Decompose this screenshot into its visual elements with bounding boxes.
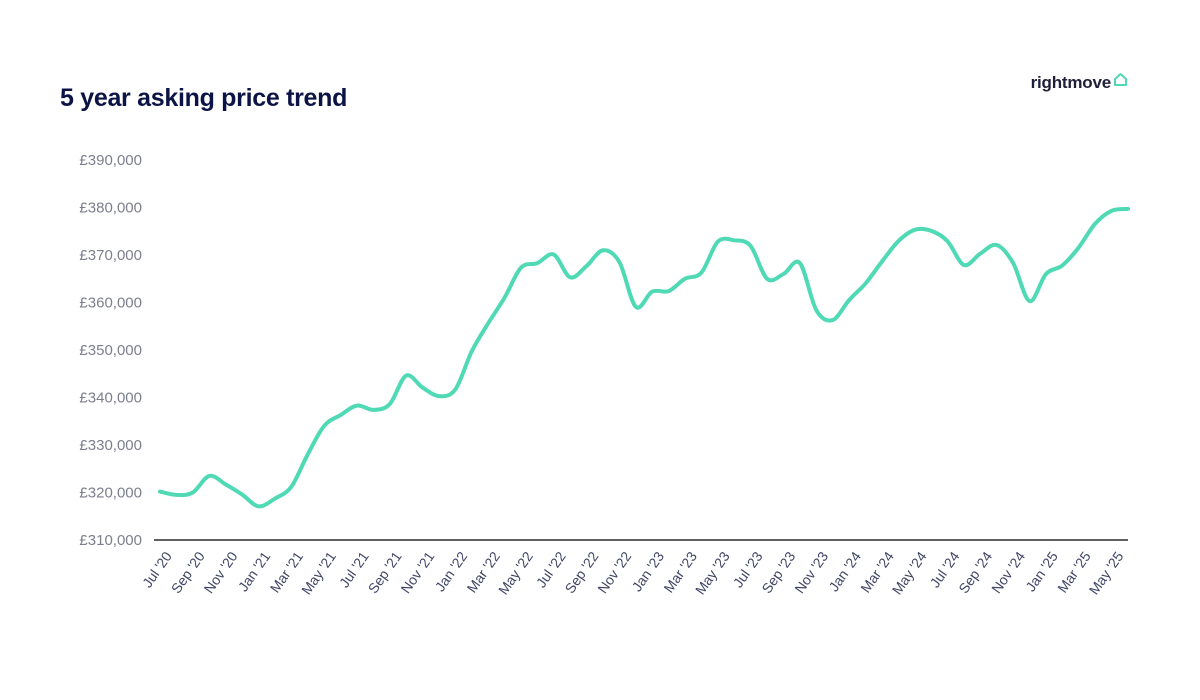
data-point xyxy=(306,453,310,457)
data-point xyxy=(535,261,539,265)
y-axis-ticks: £310,000 £320,000 £330,000 £340,000 £350,000… xyxy=(79,152,142,549)
x-tick-label: Nov '21 xyxy=(397,548,437,596)
data-point xyxy=(1028,299,1032,303)
house-outline-icon xyxy=(1114,73,1127,86)
data-point xyxy=(1110,209,1114,213)
data-point xyxy=(371,408,375,412)
series-line xyxy=(158,206,1130,509)
data-point xyxy=(470,349,474,353)
data-point xyxy=(338,413,342,417)
y-tick-label: £370,000 xyxy=(79,247,142,264)
y-tick-label: £360,000 xyxy=(79,295,142,312)
brand-logo: rightmove xyxy=(1031,73,1128,93)
data-point xyxy=(880,260,884,264)
chart-title: 5 year asking price trend xyxy=(60,84,348,112)
data-point xyxy=(913,228,917,232)
x-tick-label: May '24 xyxy=(889,548,930,597)
data-point xyxy=(552,253,556,257)
data-point xyxy=(322,424,326,428)
data-point xyxy=(847,298,851,302)
data-point xyxy=(191,491,195,495)
data-point xyxy=(798,261,802,265)
data-point xyxy=(158,490,162,494)
data-point xyxy=(650,290,654,294)
data-point xyxy=(453,387,457,391)
data-point xyxy=(486,321,490,325)
y-tick-label: £350,000 xyxy=(79,342,142,359)
data-point xyxy=(174,493,178,497)
data-point xyxy=(1011,261,1015,265)
data-point xyxy=(585,264,589,268)
data-point xyxy=(519,266,523,270)
data-point xyxy=(224,482,228,486)
data-point xyxy=(699,271,703,275)
data-point xyxy=(863,282,867,286)
x-tick-label: May '23 xyxy=(692,548,733,597)
y-tick-label: £340,000 xyxy=(79,390,142,407)
x-tick-label: May '25 xyxy=(1086,548,1127,597)
y-tick-label: £380,000 xyxy=(79,200,142,217)
data-point xyxy=(667,289,671,293)
data-point xyxy=(831,318,835,322)
data-point xyxy=(732,238,736,242)
data-point xyxy=(749,244,753,248)
x-tick-label: Nov '24 xyxy=(988,548,1028,596)
brand-name: rightmove xyxy=(1030,73,1112,92)
x-tick-label: May '22 xyxy=(495,548,536,597)
data-point xyxy=(256,504,260,508)
data-point xyxy=(962,263,966,267)
x-tick-label: May '21 xyxy=(298,548,339,597)
data-point xyxy=(716,240,720,244)
data-point xyxy=(601,248,605,252)
data-point xyxy=(896,239,900,243)
data-point xyxy=(240,492,244,496)
data-point xyxy=(1077,245,1081,249)
data-point xyxy=(404,374,408,378)
data-point xyxy=(568,275,572,279)
data-point xyxy=(273,497,277,501)
data-point xyxy=(421,386,425,390)
data-point xyxy=(995,243,999,247)
x-tick-label: Nov '23 xyxy=(791,548,831,596)
data-point xyxy=(503,296,507,300)
data-point xyxy=(634,305,638,309)
data-point xyxy=(207,474,211,478)
x-tick-label: Nov '22 xyxy=(594,548,634,596)
data-point xyxy=(289,485,293,489)
y-tick-label: £320,000 xyxy=(79,485,142,502)
y-tick-label: £330,000 xyxy=(79,437,142,454)
data-point xyxy=(781,272,785,276)
y-tick-label: £390,000 xyxy=(79,152,142,169)
data-point xyxy=(355,404,359,408)
data-point xyxy=(1126,207,1130,211)
data-point xyxy=(1093,222,1097,226)
data-point xyxy=(388,402,392,406)
y-tick-label: £310,000 xyxy=(79,532,142,549)
data-point xyxy=(814,308,818,312)
data-point xyxy=(946,239,950,243)
data-point xyxy=(765,277,769,281)
data-point xyxy=(1060,263,1064,267)
data-point xyxy=(617,260,621,264)
data-point xyxy=(1044,272,1048,276)
data-point xyxy=(929,229,933,233)
data-point xyxy=(978,252,982,256)
data-point xyxy=(683,277,687,281)
data-point xyxy=(437,394,441,398)
x-tick-label: Nov '20 xyxy=(201,548,241,596)
